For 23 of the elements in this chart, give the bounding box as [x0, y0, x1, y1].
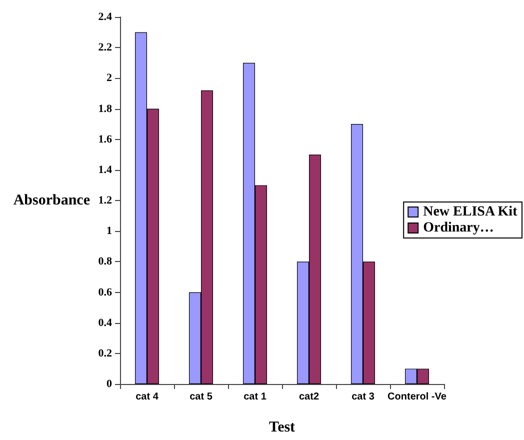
y-axis-title: Absorbance — [13, 192, 90, 208]
y-tick-label: 2 — [106, 72, 112, 84]
x-axis-title: Test — [268, 420, 296, 436]
y-tick-label: 1 — [106, 225, 112, 238]
x-tick-label: cat 1 — [244, 392, 267, 402]
legend-label: Ordinary… — [423, 220, 494, 236]
y-tick-label: 1.2 — [98, 194, 112, 206]
y-tick-label: 2.4 — [98, 11, 112, 23]
x-tick-label: cat 5 — [190, 392, 213, 402]
y-tick-label: 0.2 — [98, 347, 112, 360]
x-tick-label: Conterol -Ve — [388, 392, 447, 402]
x-tick-label: cat 4 — [136, 392, 159, 402]
y-tick-label: 0 — [106, 378, 112, 390]
x-tick-label: cat 3 — [352, 392, 375, 402]
y-tick-label: 2.2 — [98, 42, 112, 54]
y-tick-label: 1.4 — [98, 164, 112, 176]
y-tick-label: 1.6 — [98, 133, 112, 146]
y-tick-label: 0.4 — [98, 316, 112, 329]
y-tick-label: 0.8 — [98, 256, 112, 268]
y-tick-label: 1.8 — [98, 102, 112, 115]
legend-label: New ELISA Kit — [423, 204, 518, 220]
y-tick-label: 0.6 — [98, 286, 112, 298]
x-tick-label: cat2 — [298, 392, 320, 402]
